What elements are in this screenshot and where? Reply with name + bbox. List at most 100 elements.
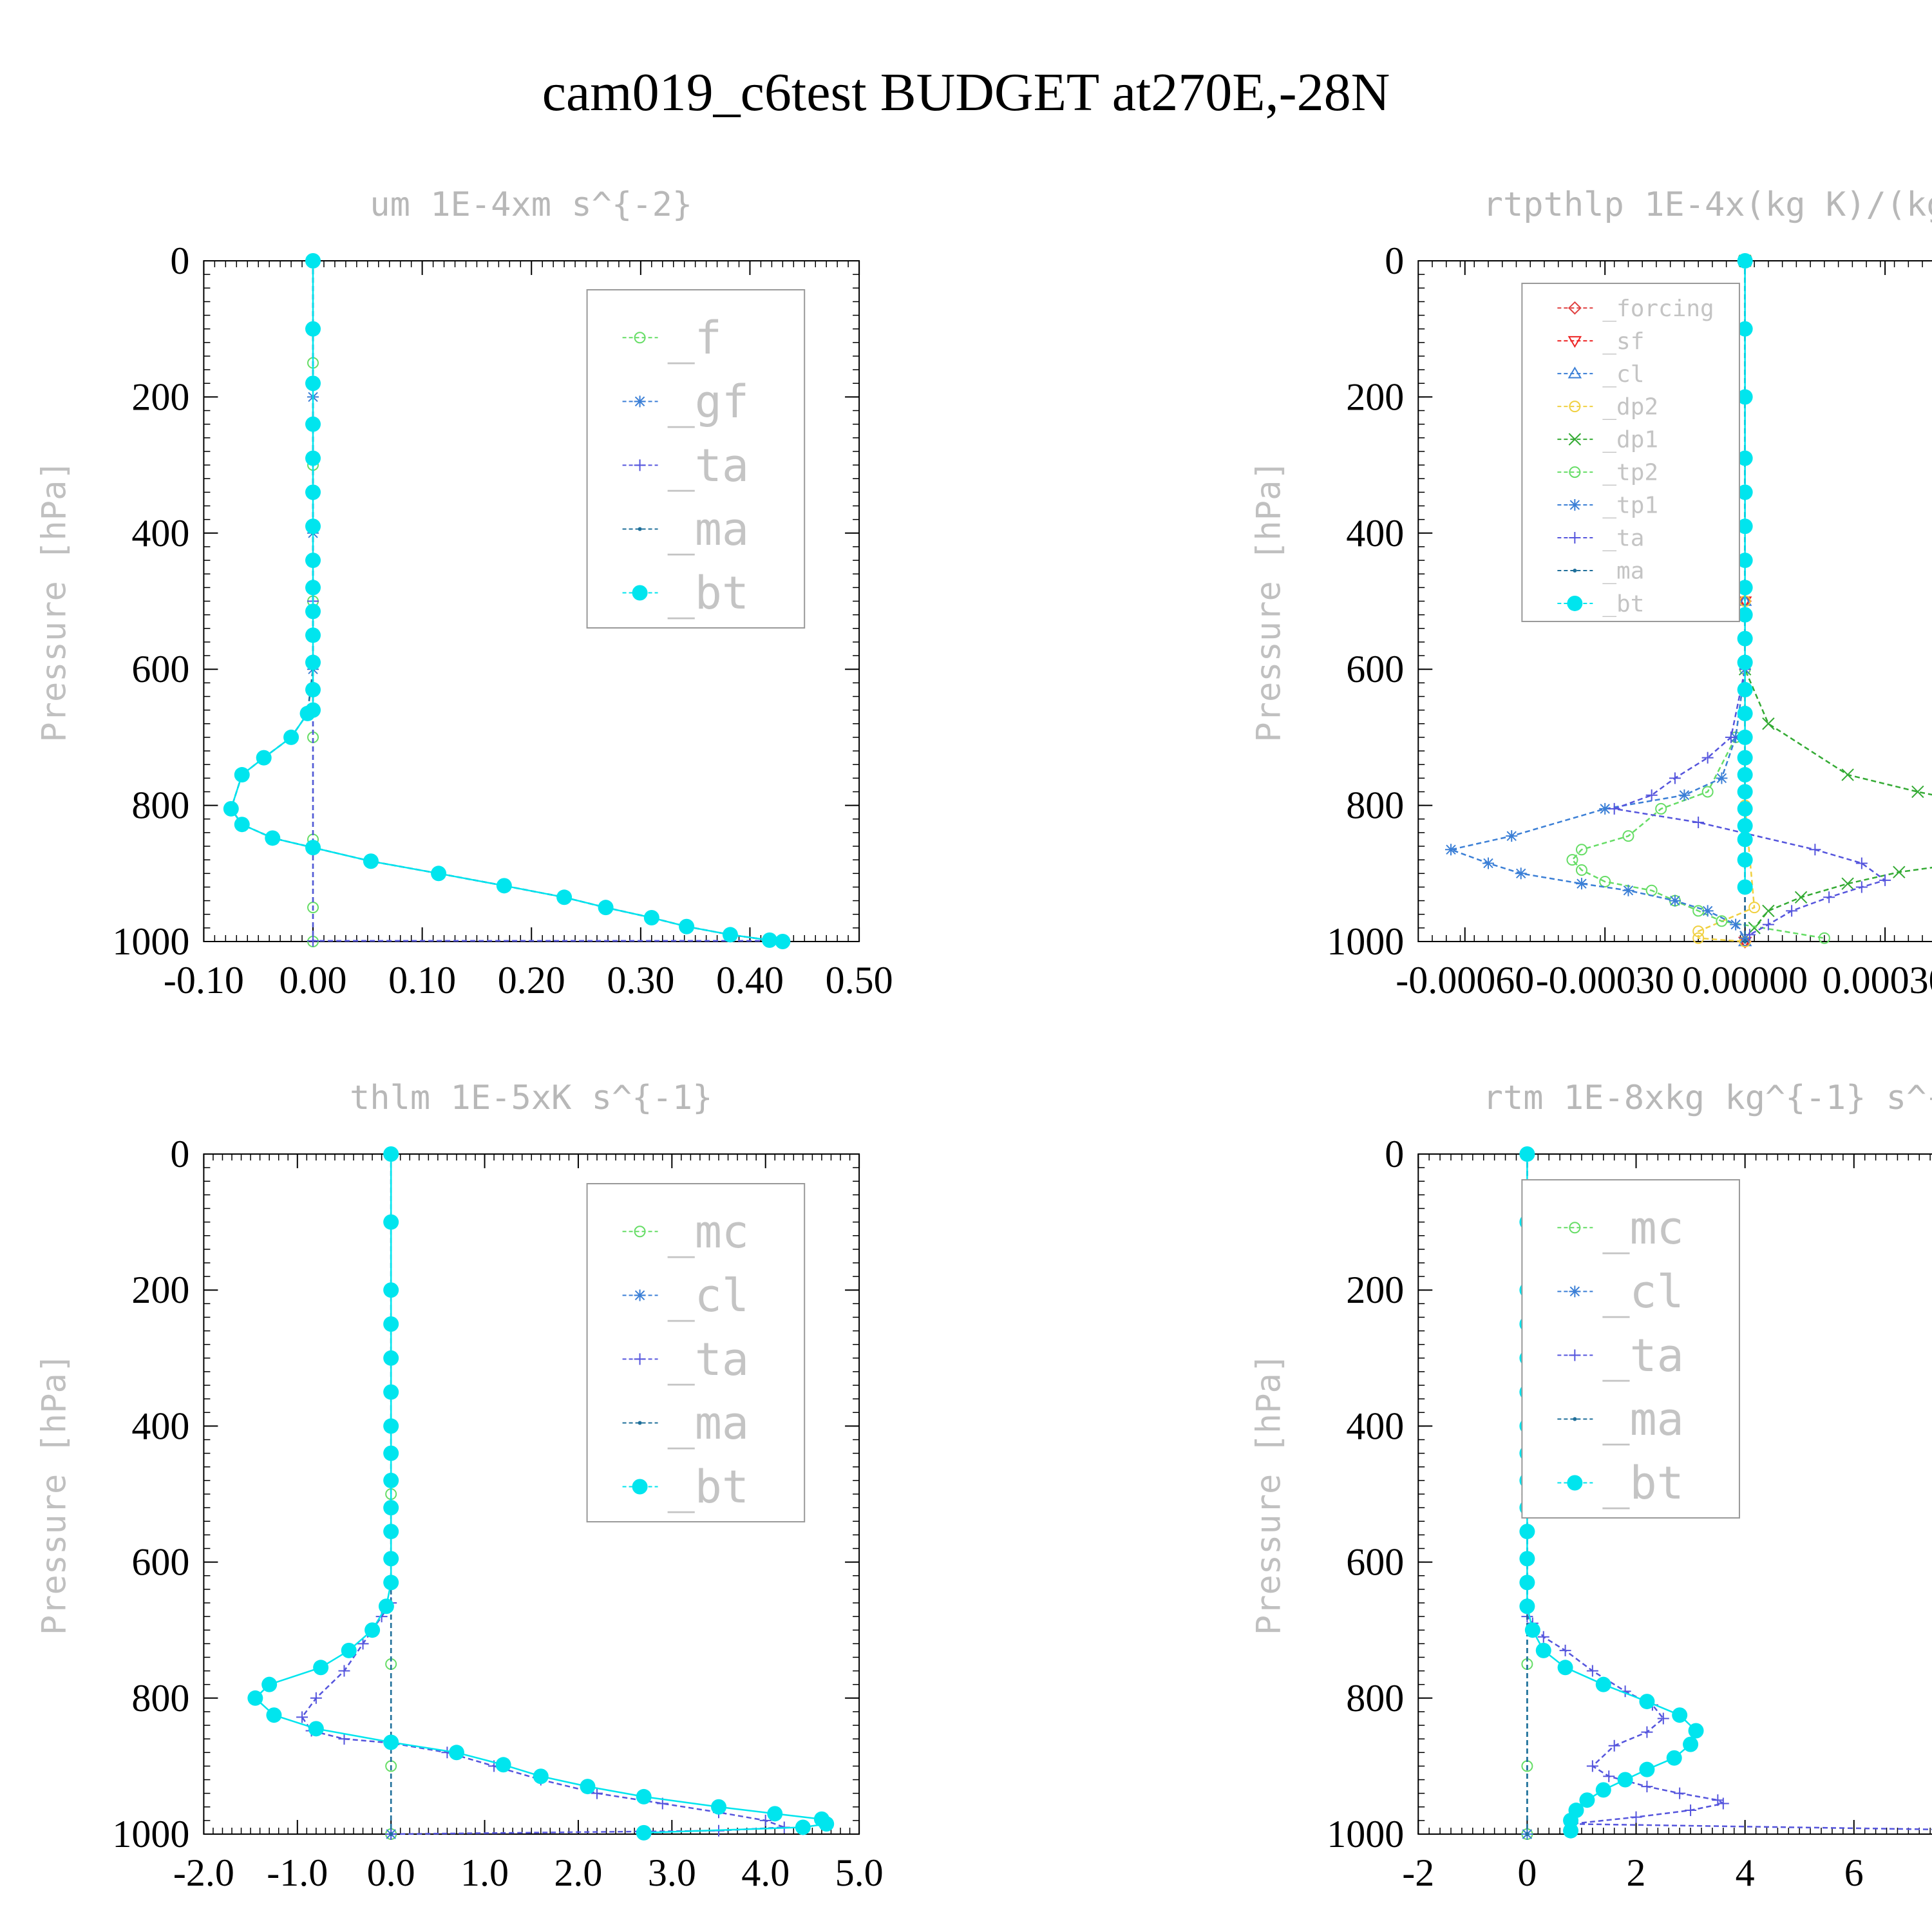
x-tick-label: -0.10 — [164, 959, 244, 1001]
data-point_bt — [305, 484, 321, 500]
y-tick-label: 0 — [1385, 240, 1404, 282]
data-point_bt — [1557, 1660, 1573, 1676]
data-point_bt — [247, 1690, 263, 1706]
x-tick-label: -2 — [1402, 1852, 1434, 1894]
panel-title: thlm 1E-5xK s^{-1} — [350, 1079, 713, 1117]
data-point_bt — [556, 889, 573, 905]
data-point_bt — [363, 853, 379, 869]
data-point_bt — [1563, 1823, 1579, 1839]
data-point_bt — [819, 1816, 835, 1832]
data-point_tp1 — [1730, 918, 1742, 931]
data-point_ta — [1879, 874, 1891, 886]
x-tick-label: 0.10 — [388, 959, 456, 1001]
legend-marker — [1569, 499, 1581, 511]
data-point_ta — [1762, 918, 1774, 931]
data-point_bt — [383, 1524, 399, 1540]
data-point_ta — [1630, 1811, 1642, 1823]
series_dp1 — [1738, 254, 1932, 934]
data-point_tp1 — [1716, 772, 1728, 784]
legend-marker — [634, 1353, 646, 1365]
legend-label: _ta — [668, 439, 749, 492]
data-point_bt — [223, 800, 239, 817]
data-point_tp1 — [1444, 844, 1457, 856]
data-point_bt — [636, 1788, 652, 1804]
data-point_ta — [1603, 1770, 1615, 1783]
x-tick-label: 1.0 — [460, 1852, 509, 1894]
data-point_ta — [1712, 1794, 1724, 1806]
data-point_ta — [375, 1611, 388, 1623]
legend: _f _gf _ta _ma _bt — [586, 289, 806, 629]
data-point_bt — [1737, 553, 1753, 569]
data-point_ta — [1669, 772, 1681, 784]
data-point_bt — [265, 830, 281, 846]
data-point_bt — [383, 1282, 399, 1298]
panel-4: rtm 1E-8xkg kg^{-1} s^{-1} Pressure [hPa]… — [1249, 1079, 1932, 1894]
data-point_bt — [305, 416, 321, 432]
legend-label: _tp2 — [1602, 460, 1658, 486]
data-point_bt — [305, 627, 321, 643]
data-point_bt — [636, 1824, 652, 1841]
data-point_ma — [1743, 940, 1747, 943]
data-point_bt — [1519, 1551, 1535, 1567]
data-point_tp1 — [1575, 878, 1587, 890]
data-point_bt — [308, 1721, 324, 1737]
data-point_bt — [1688, 1723, 1704, 1739]
data-point_bt — [767, 1806, 783, 1822]
data-point_bt — [365, 1622, 381, 1638]
data-point_bt — [383, 1575, 399, 1591]
y-tick-label: 800 — [131, 784, 189, 827]
data-point_tp1 — [1515, 867, 1527, 880]
legend-marker — [632, 585, 648, 601]
data-point_dp2 — [1692, 925, 1705, 938]
data-point_bt — [283, 729, 299, 745]
x-tick-label: 0.00 — [279, 959, 347, 1001]
legend-marker — [1569, 532, 1581, 544]
data-point_bt — [1519, 1524, 1535, 1540]
data-point_bt — [1666, 1750, 1682, 1766]
y-tick-label: 200 — [131, 375, 189, 418]
y-tick-label: 400 — [131, 512, 189, 554]
data-point_ta — [1645, 789, 1658, 801]
data-point_tp1 — [1506, 830, 1518, 842]
legend-marker — [1567, 301, 1582, 315]
data-point_bt — [1737, 630, 1753, 647]
data-point_bt — [305, 553, 321, 569]
data-point_dp1 — [1841, 768, 1854, 781]
x-tick-label: 4.0 — [741, 1852, 790, 1894]
panel-title: rtm 1E-8xkg kg^{-1} s^{-1} — [1483, 1079, 1932, 1117]
data-point_ta — [591, 1787, 603, 1799]
legend-marker — [1567, 366, 1582, 379]
data-point_bt — [1737, 484, 1753, 500]
data-point_bt — [448, 1745, 464, 1761]
data-point_bt — [305, 840, 321, 856]
data-point_bt — [1737, 450, 1753, 466]
legend-label: _bt — [1602, 591, 1644, 618]
data-point_ta — [1685, 1804, 1697, 1817]
legend-marker — [1569, 1285, 1581, 1298]
data-point_bt — [1737, 654, 1753, 670]
data-point_tp2 — [1575, 844, 1587, 856]
data-point_ta — [1855, 857, 1868, 869]
data-point_bt — [1737, 767, 1753, 783]
data-point_ta — [759, 1814, 772, 1826]
series-line_ta — [301, 1154, 785, 1835]
panel-3: thlm 1E-5xK s^{-1} Pressure [hPa] 0 200 400 6… — [35, 1079, 883, 1894]
x-tick-label: 0.50 — [826, 959, 893, 1001]
data-point_ta — [1657, 1712, 1669, 1725]
data-point_ta — [357, 1638, 369, 1650]
panel-1: um 1E-4xm s^{-2} Pressure [hPa] 0 200 400 600… — [35, 185, 893, 1001]
legend: _mc _cl _ta _ma _bt — [1521, 1179, 1740, 1519]
data-point_bt — [1617, 1772, 1633, 1788]
data-point_bt — [256, 750, 272, 766]
data-point_ta — [1786, 905, 1798, 917]
data-point_bt — [598, 900, 614, 916]
data-point_bt — [305, 450, 321, 466]
data-point_bt — [580, 1779, 596, 1795]
y-tick-label: 0 — [170, 240, 189, 282]
data-point_ta — [1641, 1726, 1653, 1738]
data-point_bt — [378, 1598, 394, 1615]
data-point_tp2 — [1818, 932, 1830, 944]
y-tick-label: 0 — [170, 1133, 189, 1175]
data-point_bt — [1737, 729, 1753, 745]
y-tick-label: 600 — [131, 1541, 189, 1584]
